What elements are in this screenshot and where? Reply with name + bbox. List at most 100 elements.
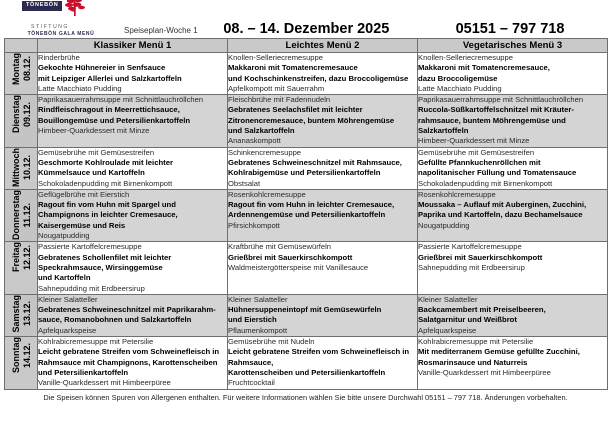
main-dish-line: und Petersilienkartoffeln bbox=[38, 367, 129, 377]
table-row: Montag 08.12. Rinderbrühe Gekochte Hühnerei… bbox=[4, 51, 608, 96]
soup-line: Gemüsebrühe mit Gemüsestreifen bbox=[418, 147, 535, 157]
main-dish-line: Gebratenes Schweineschnitzel mit Paprika… bbox=[38, 305, 216, 315]
soup-line: Kohlrabicremesuppe mit Petersilie bbox=[38, 337, 154, 347]
dessert-line: Schokoladenpudding mit Birnenkompott bbox=[418, 178, 553, 188]
dessert-line: Apfelquarkspeise bbox=[38, 325, 97, 335]
main-dish-line: Bouillongemüse und Petersilienkartoffeln bbox=[38, 115, 191, 125]
main-dish-line: Moussaka – Auflauf mit Auberginen, Zucch… bbox=[418, 200, 587, 210]
soup-line: Paprikasauerrahmsuppe mit Schnittlauchrö… bbox=[38, 95, 204, 105]
menu-cell: Kohlrabicremesuppe mit Petersilie Leicht … bbox=[37, 336, 228, 390]
main-dish-line: napolitanischer Füllung und Tomatensauce bbox=[418, 168, 577, 178]
main-dish-line: Ragout fin vom Huhn in leichter Cremesau… bbox=[228, 200, 395, 210]
page-header: TÖNEBÖN bbox=[0, 0, 611, 38]
week-label: Speiseplan-Woche 1 bbox=[124, 26, 198, 35]
table-body: Montag 08.12. Rinderbrühe Gekochte Hühnerei… bbox=[4, 51, 608, 390]
day-name: Freitag bbox=[10, 242, 21, 273]
dessert-line: Nougatpudding bbox=[418, 220, 470, 230]
day-date: 10.12. bbox=[21, 154, 32, 180]
soup-line: Passierte Kartoffelcremesuppe bbox=[418, 242, 522, 252]
day-name: Samstag bbox=[10, 294, 21, 333]
menu-cell: Paprikasauerrahmsuppe mit Schnittlauchrö… bbox=[37, 94, 228, 148]
dessert-line: Apfelkompott mit Sauerrahm bbox=[228, 83, 325, 93]
main-dish-line: Rindfleischragout in Meerrettichsauce, bbox=[38, 105, 180, 115]
day-cell: Dienstag 09.12. bbox=[4, 94, 38, 148]
table-header: Klassiker Menü 1 Leichtes Menü 2 Vegetar… bbox=[4, 38, 608, 53]
main-dish-line: und Eierstich bbox=[228, 315, 277, 325]
main-dish-line: Gebratenes Seelachsfilet mit leichter bbox=[228, 105, 363, 115]
soup-line: Rinderbrühe bbox=[38, 53, 80, 62]
soup-line: Gemüsebrühe mit Nudeln bbox=[228, 337, 315, 347]
soup-line: Gemüsebrühe mit Gemüsestreifen bbox=[38, 147, 155, 157]
logo: TÖNEBÖN bbox=[22, 0, 106, 37]
date-range: 08. – 14. Dezember 2025 bbox=[223, 21, 390, 37]
menu-cell: Gemüsebrühe mit Gemüsestreifen Gefüllte P… bbox=[417, 146, 608, 190]
menu-cell: Rosenkohlcremesuppe Ragout fin vom Huhn i… bbox=[227, 188, 418, 243]
main-dish-line: Rosmarinsauce und Naturreis bbox=[418, 357, 528, 367]
logo-subtitle-gala-menu: TÖNEBÖN GALA MENÜ bbox=[27, 31, 95, 37]
main-dish-line: und Salzkartoffeln bbox=[228, 126, 295, 136]
table-row: Freitag 12.12. Passierte Kartoffelcremesup… bbox=[4, 241, 608, 295]
dessert-line: Himbeer-Quarkdessert mit Minze bbox=[418, 136, 530, 146]
day-cell: Freitag 12.12. bbox=[4, 241, 38, 295]
main-dish-line: Zitronencremesauce, buntem Möhrengemüse bbox=[228, 115, 395, 125]
main-dish-line: mit Leipziger Allerlei und Salzkartoffel… bbox=[38, 73, 182, 83]
dessert-line: Apfelquarkspeise bbox=[418, 325, 477, 335]
soup-line: Geflügelbrühe mit Eierstich bbox=[38, 189, 130, 199]
table-row: Samstag 13.12. Kleiner Salatteller Gebraten… bbox=[4, 293, 608, 338]
day-cell: Donnerstag 11.12. bbox=[4, 188, 38, 243]
logo-badge-text: TÖNEBÖN bbox=[22, 1, 63, 11]
dessert-line: Vanille-Quarkdessert mit Himbeerpüree bbox=[38, 378, 171, 388]
table-row: Donnerstag 11.12. Geflügelbrühe mit Eierst… bbox=[4, 188, 608, 243]
main-dish-line: Ruccola-Süßkartoffelschnitzel mit Kräute… bbox=[418, 105, 574, 115]
menu-cell: Kleiner Salatteller Backcamembert mit Pre… bbox=[417, 293, 608, 338]
soup-line: Knollen-Selleriecremesuppe bbox=[228, 53, 323, 62]
menu-cell: Knollen-Selleriecremesuppe Makkaroni mit … bbox=[417, 51, 608, 96]
main-dish-line: Mit mediterranem Gemüse gefüllte Zucchin… bbox=[418, 347, 580, 357]
main-dish-line: Geschmorte Kohlroulade mit leichter bbox=[38, 157, 173, 167]
day-name: Montag bbox=[10, 53, 21, 85]
main-dish-line: und Kartoffeln bbox=[38, 273, 91, 283]
main-dish-line: Kümmelsauce und Kartoffeln bbox=[38, 168, 145, 178]
soup-line: Kraftbrühe mit Gemüsewürfeln bbox=[228, 242, 331, 252]
soup-line: Passierte Kartoffelcremesuppe bbox=[38, 242, 142, 252]
day-cell: Sonntag 14.12. bbox=[4, 336, 38, 390]
soup-line: Paprikasauerrahmsuppe mit Schnittlauchrö… bbox=[418, 95, 584, 105]
menu-cell: Rosenkohlcremesuppe Moussaka – Auflauf mi… bbox=[417, 188, 608, 243]
main-dish-line: Makkaroni mit Tomatencremesauce, bbox=[418, 63, 550, 73]
main-dish-line: dazu Broccoligemüse bbox=[418, 73, 498, 83]
menu-cell: Gemüsebrühe mit Nudeln Leicht gebratene S… bbox=[227, 336, 418, 390]
dessert-line: Sahnepudding mit Erdbeersirup bbox=[38, 283, 145, 293]
main-dish-line: Rahmsauce, bbox=[228, 357, 274, 367]
menu-cell: Fleischbrühe mit Fadennudeln Gebratenes S… bbox=[227, 94, 418, 148]
menu-cell: Kleiner Salatteller Hühnersuppeneintopf m… bbox=[227, 293, 418, 338]
main-dish-line: Kohlrabigemüse und Petersilienkartoffeln bbox=[228, 168, 381, 178]
table-row: Sonntag 14.12. Kohlrabicremesuppe mit Pete… bbox=[4, 336, 608, 390]
main-dish-line: Speckrahmsauce, Wirsinggemüse bbox=[38, 262, 163, 272]
soup-line: Kleiner Salatteller bbox=[38, 294, 98, 304]
soup-line: Knollen-Selleriecremesuppe bbox=[418, 53, 513, 62]
main-dish-line: Hühnersuppeneintopf mit Gemüsewürfeln bbox=[228, 305, 382, 315]
main-dish-line: Paprika und Kartoffeln, dazu Bechamelsau… bbox=[418, 210, 583, 220]
main-dish-line: Backcamembert mit Preiselbeeren, bbox=[418, 305, 546, 315]
header-menu-3: Vegetarisches Menü 3 bbox=[417, 38, 608, 53]
dessert-line: Latte Macchiato Pudding bbox=[418, 83, 502, 93]
dessert-line: Sahnepudding mit Erdbeersirup bbox=[418, 262, 525, 272]
main-dish-line: Makkaroni mit Tomatencremesauce bbox=[228, 63, 358, 73]
day-date: 08.12. bbox=[21, 56, 32, 82]
dessert-line: Ananaskompott bbox=[228, 136, 281, 146]
menu-cell: Schinkencremesuppe Gebratenes Schweinesch… bbox=[227, 146, 418, 190]
main-dish-line: Leicht gebratene Streifen vom Schweinefl… bbox=[38, 347, 220, 357]
day-date: 11.12. bbox=[21, 202, 32, 228]
menu-cell: Geflügelbrühe mit Eierstich Ragout fin vo… bbox=[37, 188, 228, 243]
soup-line: Kleiner Salatteller bbox=[228, 294, 288, 304]
day-name: Mittwoch bbox=[10, 147, 21, 187]
soup-line: Kohlrabicremesuppe mit Petersilie bbox=[418, 337, 534, 347]
menu-cell: Knollen-Selleriecremesuppe Makkaroni mit … bbox=[227, 51, 418, 96]
menu-table: Klassiker Menü 1 Leichtes Menü 2 Vegetar… bbox=[4, 38, 608, 390]
header-menu-1: Klassiker Menü 1 bbox=[37, 38, 228, 53]
dessert-line: Nougatpudding bbox=[38, 231, 90, 241]
main-dish-line: sauce, Romanobohnen und Salzkartoffeln bbox=[38, 315, 192, 325]
menu-cell: Kleiner Salatteller Gebratenes Schweinesc… bbox=[37, 293, 228, 338]
dessert-line: Himbeer-Quarkdessert mit Minze bbox=[38, 126, 150, 136]
dessert-line: Waldmeistergötterspeise mit Vanillesauce bbox=[228, 262, 369, 272]
